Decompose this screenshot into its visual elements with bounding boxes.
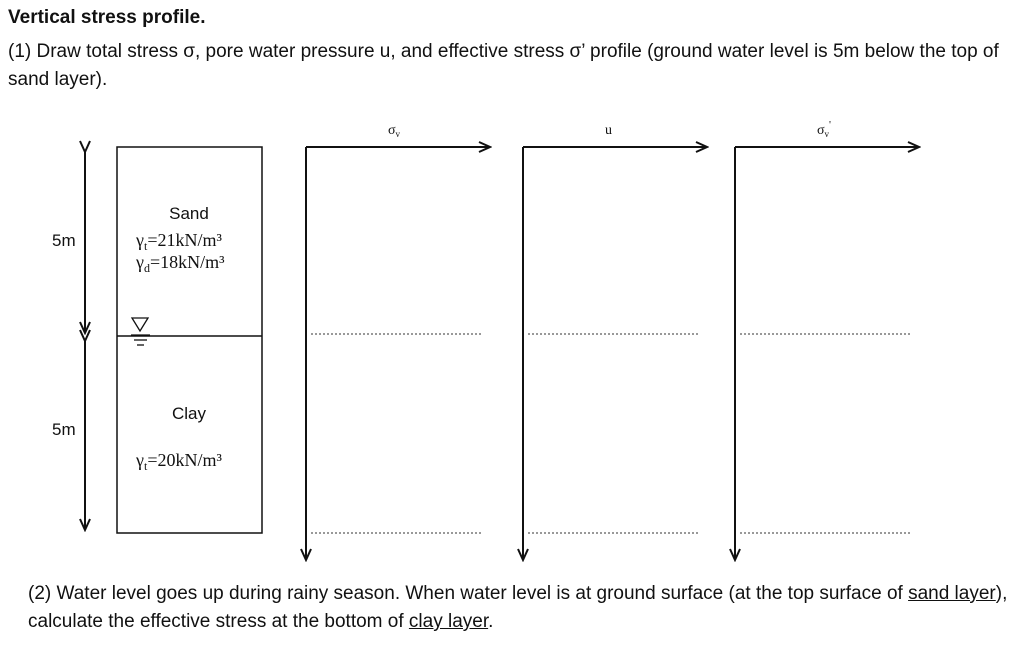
value: =18kN/m³ (150, 252, 225, 272)
symbol: γ (135, 450, 144, 470)
subscript: d (144, 261, 150, 275)
question-2: (2) Water level goes up during rainy sea… (28, 580, 1013, 636)
profile-label: σv' (817, 119, 831, 139)
symbol: γ (135, 230, 144, 250)
profile-label: σv (388, 123, 401, 139)
question-2-part: clay layer (408, 611, 489, 632)
subscript: v (825, 129, 830, 139)
sand-label: Sand (169, 204, 209, 223)
title: Vertical stress profile. (8, 7, 206, 28)
value: =21kN/m³ (147, 230, 222, 250)
question-1: (1) Draw total stress σ, pore water pres… (8, 41, 999, 90)
question-2-part: sand layer (908, 583, 996, 604)
value: =20kN/m³ (147, 450, 222, 470)
sand-thickness: 5m (52, 231, 76, 250)
symbol: u (605, 123, 612, 138)
question-2-part: (2) Water level goes up during rainy sea… (28, 583, 909, 604)
unit-weight: γd=18kN/m³ (135, 252, 225, 275)
superscript: ' (829, 119, 831, 131)
unit-weight: γt=21kN/m³ (135, 230, 222, 253)
symbol: σ (817, 123, 825, 138)
question-2-part: . (488, 611, 494, 632)
subscript: t (144, 239, 148, 253)
subscript: t (144, 459, 148, 473)
profile-label: u (605, 123, 612, 138)
unit-weight: γt=20kN/m³ (135, 450, 222, 473)
question-2-part: ), calculate the effective stress at the… (28, 583, 1008, 632)
clay-thickness: 5m (52, 420, 76, 439)
subscript: v (396, 129, 401, 139)
soil-column (116, 146, 263, 534)
symbol: γ (135, 252, 144, 272)
clay-label: Clay (172, 404, 207, 423)
symbol: σ (388, 123, 396, 138)
water-table-symbol (130, 317, 150, 346)
